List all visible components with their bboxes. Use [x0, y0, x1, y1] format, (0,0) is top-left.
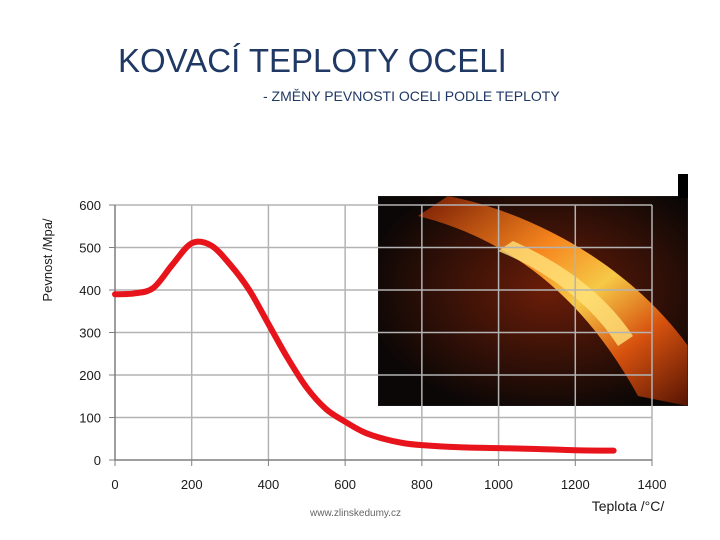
x-tick-label: 400 [258, 477, 280, 492]
tick-labels: 0 100 200 300 400 500 600 0 200 400 600 800 1000 1200… [79, 198, 666, 492]
y-tick-label: 400 [79, 283, 101, 298]
slide-subtitle: - ZMĚNY PEVNOSTI OCELI PODLE TEPLOTY [263, 88, 560, 104]
x-tick-label: 800 [411, 477, 433, 492]
y-tick-label: 300 [79, 326, 101, 341]
series [112, 238, 617, 454]
series-line-pevnost [112, 238, 617, 454]
y-tick-label: 600 [79, 198, 101, 213]
y-tick-label: 200 [79, 368, 101, 383]
x-axis-label: Teplota /°C/ [592, 498, 665, 514]
y-axis-label: Pevnost /Mpa/ [40, 218, 55, 301]
forge-photo [378, 196, 688, 406]
watermark-text: www.zlinskedumy.cz [310, 508, 401, 519]
x-tick-label: 1400 [638, 477, 667, 492]
y-tick-label: 0 [94, 453, 101, 468]
x-tick-label: 1200 [561, 477, 590, 492]
axes [109, 204, 653, 466]
x-tick-label: 1000 [484, 477, 513, 492]
y-tick-label: 500 [79, 241, 101, 256]
x-tick-label: 0 [111, 477, 118, 492]
photo-edge-tab [678, 174, 688, 198]
grid-lines [115, 204, 653, 460]
x-tick-label: 600 [334, 477, 356, 492]
slide-title: KOVACÍ TEPLOTY OCELI [118, 42, 507, 79]
y-tick-label: 100 [79, 411, 101, 426]
x-tick-label: 200 [181, 477, 203, 492]
